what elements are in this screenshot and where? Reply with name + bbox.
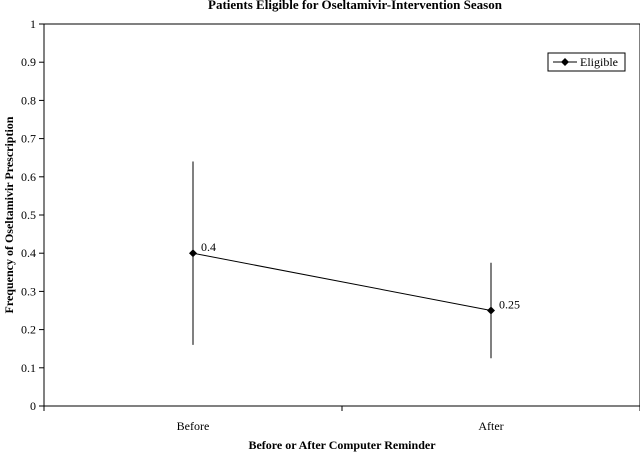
y-tick-label: 0.7 [21,132,36,146]
y-tick-label: 0.9 [21,55,36,69]
y-tick-label: 0.5 [21,208,36,222]
plot-border [43,23,640,407]
y-axis-ticks: 0 0.1 0.2 0.3 0.4 0.5 0.6 0.7 0.8 0.9 1 [21,17,44,413]
series-line [192,252,492,311]
y-tick-label: 0.8 [21,93,36,107]
data-label: 0.4 [201,240,216,254]
x-tick-label: Before [177,419,210,433]
y-tick-label: 0.4 [21,246,36,260]
y-axis-title: Frequency of Oseltamivir Prescription [2,116,16,313]
y-tick-label: 0 [30,399,36,413]
x-tick-label: After [478,419,503,433]
y-tick-label: 0.1 [21,361,36,375]
data-point-marker [189,249,197,258]
x-axis-ticks: Before After [43,406,640,433]
y-tick-label: 0.6 [21,170,36,184]
legend-box [547,52,626,72]
data-point-marker [487,306,495,315]
y-tick-label: 1 [30,17,36,31]
legend-marker-icon [561,58,569,66]
plot-area [43,23,640,407]
series-layer: 0.4 0.25 [189,161,520,359]
data-label: 0.25 [499,298,520,312]
x-axis-title: Before or After Computer Reminder [248,438,436,452]
legend: Eligible [547,52,626,72]
chart-title: Patients Eligible for Oseltamivir-Interv… [208,0,503,12]
legend-label: Eligible [580,55,618,69]
y-tick-label: 0.2 [21,323,36,337]
y-tick-label: 0.3 [21,284,36,298]
